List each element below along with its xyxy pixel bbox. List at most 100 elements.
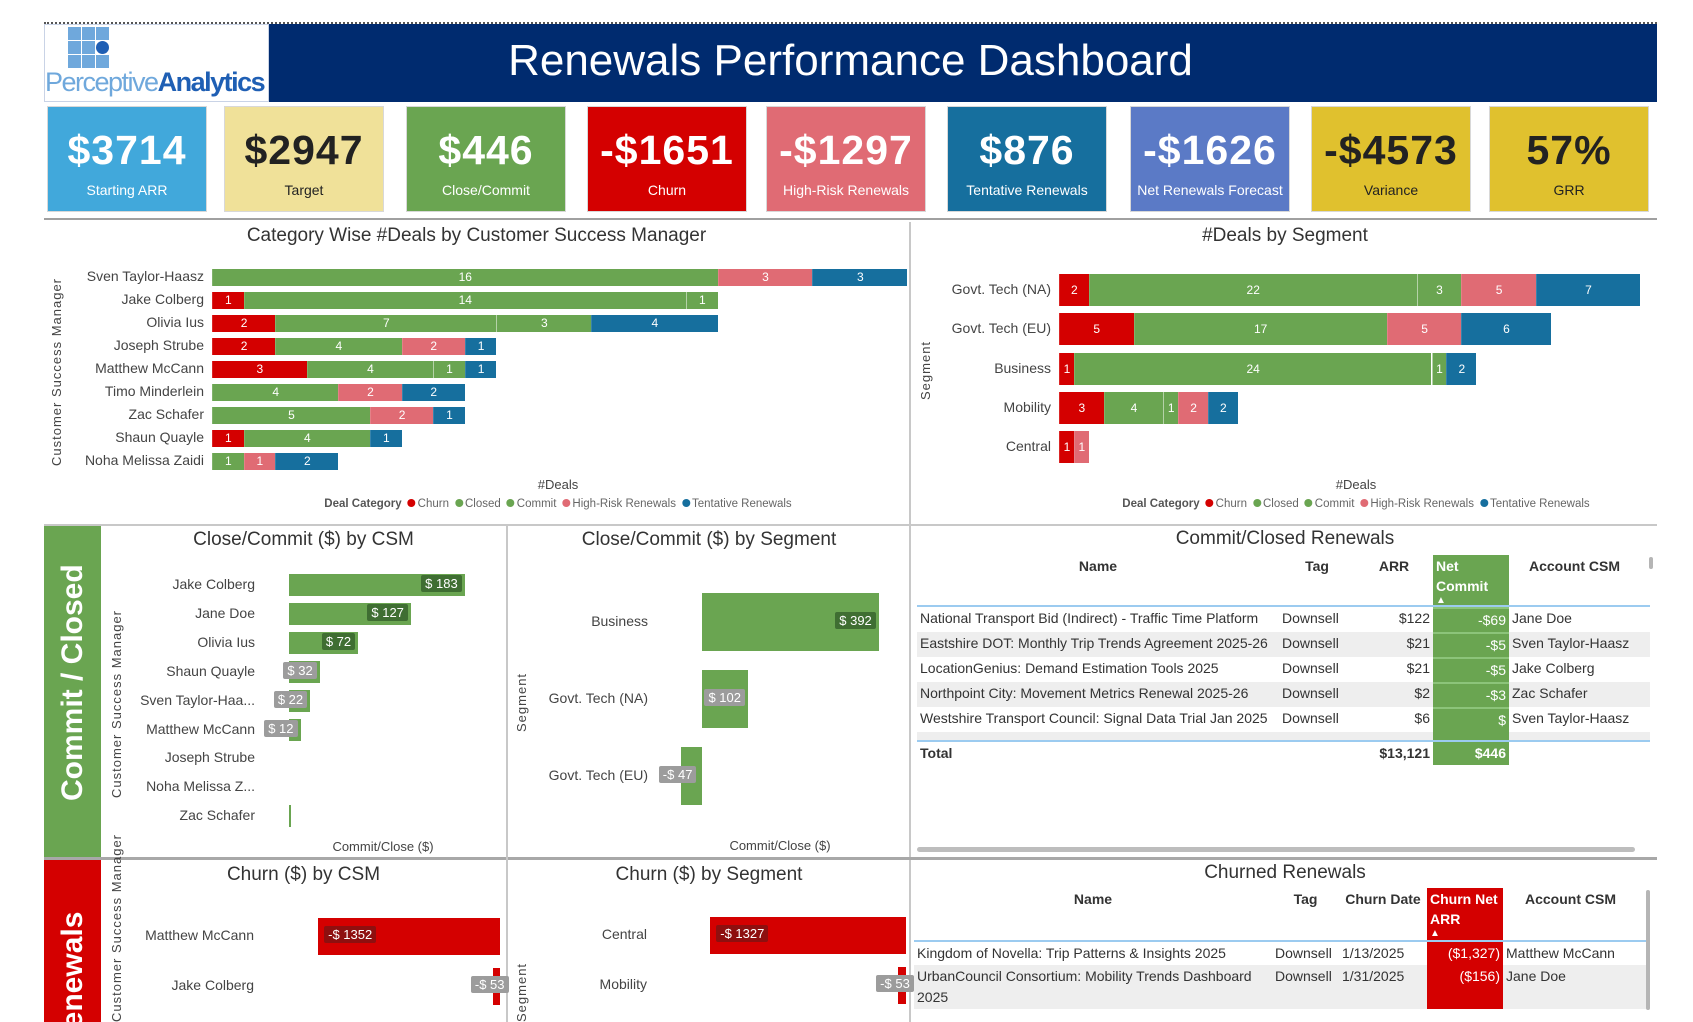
legend-item[interactable]: Closed [464,498,501,510]
bar-segment[interactable]: 3 [1059,391,1104,424]
kpi-value: $876 [979,127,1075,173]
bar-segment[interactable]: 1 [1431,352,1447,385]
bar-segment[interactable]: 1 [243,452,276,470]
bar-segment[interactable]: 6 [1461,313,1551,346]
bar-segment[interactable]: 2 [401,383,465,401]
bar-segment[interactable]: 3 [812,268,908,286]
table-row[interactable]: Westshire Transport Council: Signal Data… [917,707,1650,732]
bar-segment[interactable]: 4 [591,314,718,332]
bar-segment[interactable]: 1 [464,360,497,378]
table-cell: $21 [1406,660,1430,676]
bar-segment[interactable]: 14 [243,291,686,309]
bar-segment[interactable]: 1 [686,291,718,309]
bar-segment[interactable]: 1 [1059,352,1074,385]
bar-segment[interactable]: 2 [1208,391,1238,424]
column-header[interactable]: Account CSM [1509,555,1640,605]
kpi-card: -$1651 Churn [587,106,747,212]
category-label: Jake Colberg [171,977,255,993]
bar-segment[interactable]: 2 [1446,352,1477,385]
value-label: -$ 53 [470,976,509,993]
column-header[interactable]: Churn Date [1339,888,1427,940]
bar-segment[interactable]: 2 [275,452,339,470]
bar-segment[interactable]: 5 [1059,313,1134,346]
bar-segment[interactable]: 1 [1059,431,1074,464]
legend-item[interactable]: High-Risk Renewals [1370,498,1474,510]
bar[interactable] [289,574,465,596]
table-row[interactable]: UrbanCouncil Consortium: Mobility Trends… [914,965,1646,1009]
bar[interactable] [289,805,291,828]
bar-segment[interactable]: 7 [275,314,497,332]
vertical-scrollbar[interactable] [1646,890,1650,1010]
bar-segment[interactable]: 5 [212,406,370,424]
bar-segment[interactable]: 4 [275,337,402,355]
bar-segment[interactable]: 2 [401,337,465,355]
bar-segment[interactable]: 1 [212,291,244,309]
bar-segment[interactable]: 1 [433,406,465,424]
legend-item[interactable]: Commit [1314,498,1355,510]
table-row[interactable]: National Transport Bid (Indirect) - Traf… [917,607,1650,632]
bar-segment[interactable]: 1 [1163,391,1179,424]
bar-segment[interactable]: 2 [1178,391,1208,424]
column-header[interactable]: Tag [1279,555,1355,605]
bar-segment[interactable]: 1 [464,337,497,355]
bar-segment[interactable]: 1 [370,429,402,447]
bar-segment[interactable]: 4 [1103,391,1164,424]
bar-segment[interactable]: 4 [212,383,339,401]
kpi-value: 57% [1526,127,1612,173]
legend-title: Deal Category [1122,498,1200,510]
bar-segment[interactable]: 2 [212,337,276,355]
table-row[interactable]: LocationGenius: Demand Estimation Tools … [917,657,1650,682]
table-row[interactable]: Northpoint City: Movement Metrics Renewa… [917,682,1650,707]
table-header-row: Name Tag ARR Net Commit ▲ Account CSM [917,555,1650,607]
bar-segment[interactable]: 5 [1461,274,1536,306]
bar-segment[interactable]: 17 [1133,313,1387,346]
legend-item[interactable]: Churn [417,498,449,510]
legend-item[interactable]: Tentative Renewals [1489,498,1590,510]
page-title: Renewals Performance Dashboard [508,36,1193,85]
legend-item[interactable]: Closed [1262,498,1299,510]
bar-segment[interactable]: 4 [306,360,434,378]
bar-segment[interactable]: 7 [1535,274,1641,306]
column-header-label: ARR [1378,558,1410,574]
bar-segment[interactable]: 22 [1088,274,1417,306]
sort-ascending-icon[interactable]: ▲ [1436,595,1446,606]
bar-segment[interactable]: 2 [370,406,434,424]
bar-segment[interactable]: 4 [243,429,370,447]
table-row[interactable]: Eastshire DOT: Monthly Trip Trends Agree… [917,632,1650,657]
legend-item[interactable]: Tentative Renewals [691,498,792,510]
sort-ascending-icon[interactable]: ▲ [1430,928,1440,939]
bar-segment[interactable]: 3 [1416,274,1462,306]
vertical-scrollbar[interactable] [1649,557,1653,569]
column-header[interactable]: Account CSM [1503,888,1638,940]
column-header[interactable]: Churn Net ARR ▲ [1427,888,1503,940]
bar-segment[interactable]: 2 [212,314,276,332]
bar-segment[interactable]: 24 [1073,352,1432,385]
logo-text-bold: Analytics [157,67,266,97]
bar-segment[interactable]: 1 [433,360,465,378]
data-table: Name Tag Churn Date Churn Net ARR ▲ Account C… [914,888,1646,1009]
title-bar [269,24,1657,102]
bar-segment[interactable]: 2 [338,383,402,401]
legend-item[interactable]: Commit [516,498,557,510]
legend-item[interactable]: Churn [1215,498,1247,510]
bar-segment[interactable]: 1 [1073,431,1089,464]
column-header-label: Tag [1305,558,1329,574]
bar-segment[interactable]: 5 [1386,313,1462,346]
bar-segment[interactable]: 1 [212,429,244,447]
column-header[interactable]: ARR [1355,555,1433,605]
bar-segment[interactable]: 16 [212,268,718,286]
bar-segment[interactable]: 1 [212,452,244,470]
column-header[interactable]: Net Commit ▲ [1433,555,1509,605]
category-label: Govt. Tech (NA) [548,690,648,706]
bar-segment[interactable]: 3 [496,314,592,332]
horizontal-scrollbar[interactable] [917,847,1635,852]
column-header[interactable]: Name [917,555,1279,605]
table-row[interactable]: Kingdom of Novella: Trip Patterns & Insi… [914,942,1646,965]
column-header[interactable]: Name [914,888,1272,940]
bar-segment[interactable]: 3 [212,360,307,378]
bar-segment[interactable]: 3 [717,268,813,286]
column-header[interactable]: Tag [1272,888,1339,940]
bar-segment[interactable]: 2 [1059,274,1089,306]
category-label: Jane Doe [195,604,255,621]
legend-item[interactable]: High-Risk Renewals [572,498,676,510]
